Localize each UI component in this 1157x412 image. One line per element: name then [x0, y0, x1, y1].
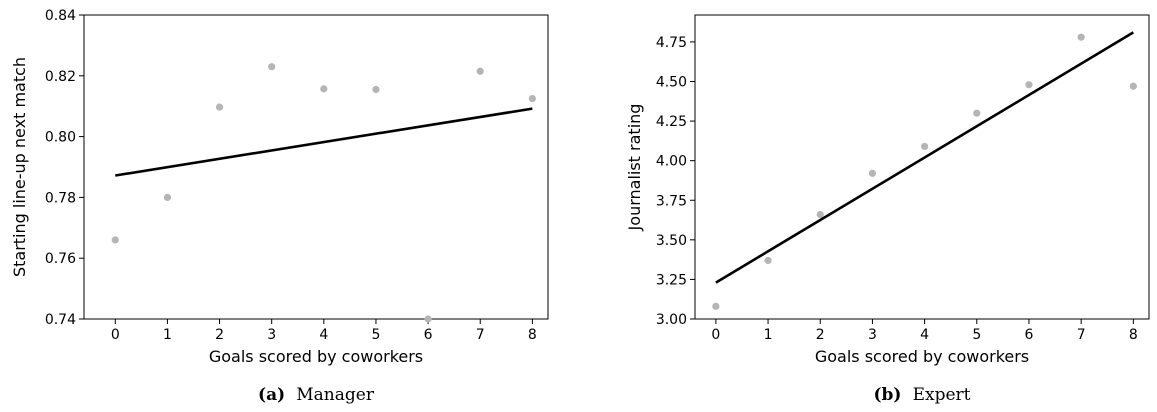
fit-line — [716, 32, 1133, 282]
caption: (b) Expert — [874, 385, 971, 405]
data-point — [1025, 81, 1032, 88]
caption-tag: (a) — [258, 385, 285, 405]
data-point — [921, 143, 928, 150]
x-tick-label: 4 — [319, 327, 328, 343]
x-tick-label: 1 — [764, 327, 773, 343]
y-tick-label: 3.50 — [656, 233, 687, 249]
y-tick-label: 0.74 — [45, 312, 76, 328]
y-tick-label: 0.82 — [45, 69, 76, 85]
y-tick-label: 4.50 — [656, 75, 687, 91]
x-tick-label: 0 — [111, 327, 120, 343]
x-tick-label: 6 — [1025, 327, 1034, 343]
points-group — [112, 63, 536, 323]
x-tick-label: 3 — [868, 327, 877, 343]
x-tick-label: 3 — [267, 327, 276, 343]
y-tick-label: 4.75 — [656, 35, 687, 51]
fit-line-group — [115, 109, 532, 176]
x-axis-label: Goals scored by coworkers — [209, 347, 423, 366]
data-point — [973, 110, 980, 117]
data-point — [712, 303, 719, 310]
x-tick-label: 4 — [920, 327, 929, 343]
panel-manager: 0 1 2 3 4 5 6 7 8 0.74 0.76 0.78 0.80 0.82 0.84 Goals … — [10, 8, 548, 405]
points-group — [712, 34, 1137, 310]
x-tick-label: 6 — [424, 327, 433, 343]
y-tick-label: 0.84 — [45, 8, 76, 24]
ticks-group: 0 1 2 3 4 5 6 7 8 3.00 3.25 3.50 3.75 4.00 4.25 4.50 4.7… — [656, 35, 1138, 343]
data-point — [372, 86, 379, 93]
y-tick-label: 0.76 — [45, 251, 76, 267]
data-point — [320, 85, 327, 92]
data-point — [764, 257, 771, 264]
x-tick-label: 0 — [711, 327, 720, 343]
data-point — [1078, 34, 1085, 41]
y-tick-label: 0.80 — [45, 130, 76, 146]
plot-frame — [84, 15, 548, 319]
x-tick-label: 7 — [476, 327, 485, 343]
caption-text: Expert — [913, 385, 971, 405]
fit-line — [115, 109, 532, 176]
x-tick-label: 2 — [215, 327, 224, 343]
panel-expert: 0 1 2 3 4 5 6 7 8 3.00 3.25 3.50 3.75 4.00 4.25 4.50 4.7… — [625, 15, 1149, 405]
y-tick-label: 3.25 — [656, 272, 687, 288]
data-point — [477, 68, 484, 75]
x-tick-label: 8 — [1129, 327, 1138, 343]
caption: (a) Manager — [258, 385, 375, 405]
data-point — [529, 95, 536, 102]
plot-frame — [695, 15, 1149, 319]
x-tick-label: 1 — [163, 327, 172, 343]
x-tick-label: 8 — [528, 327, 537, 343]
y-tick-label: 4.00 — [656, 154, 687, 170]
y-tick-label: 3.75 — [656, 193, 687, 209]
data-point — [164, 194, 171, 201]
y-axis-label: Starting line-up next match — [10, 57, 29, 277]
data-point — [216, 104, 223, 111]
caption-text: Manager — [296, 385, 375, 405]
y-tick-label: 0.78 — [45, 190, 76, 206]
x-tick-label: 5 — [972, 327, 981, 343]
x-tick-label: 2 — [816, 327, 825, 343]
y-axis-label: Journalist rating — [625, 104, 644, 232]
data-point — [112, 236, 119, 243]
x-tick-label: 5 — [371, 327, 380, 343]
x-axis-label: Goals scored by coworkers — [815, 347, 1029, 366]
data-point — [268, 63, 275, 70]
y-tick-label: 3.00 — [656, 312, 687, 328]
data-point — [1130, 83, 1137, 90]
x-tick-label: 7 — [1077, 327, 1086, 343]
fit-line-group — [716, 32, 1133, 282]
caption-tag: (b) — [874, 385, 902, 405]
data-point — [869, 170, 876, 177]
y-tick-label: 4.25 — [656, 114, 687, 130]
data-point — [424, 315, 431, 322]
